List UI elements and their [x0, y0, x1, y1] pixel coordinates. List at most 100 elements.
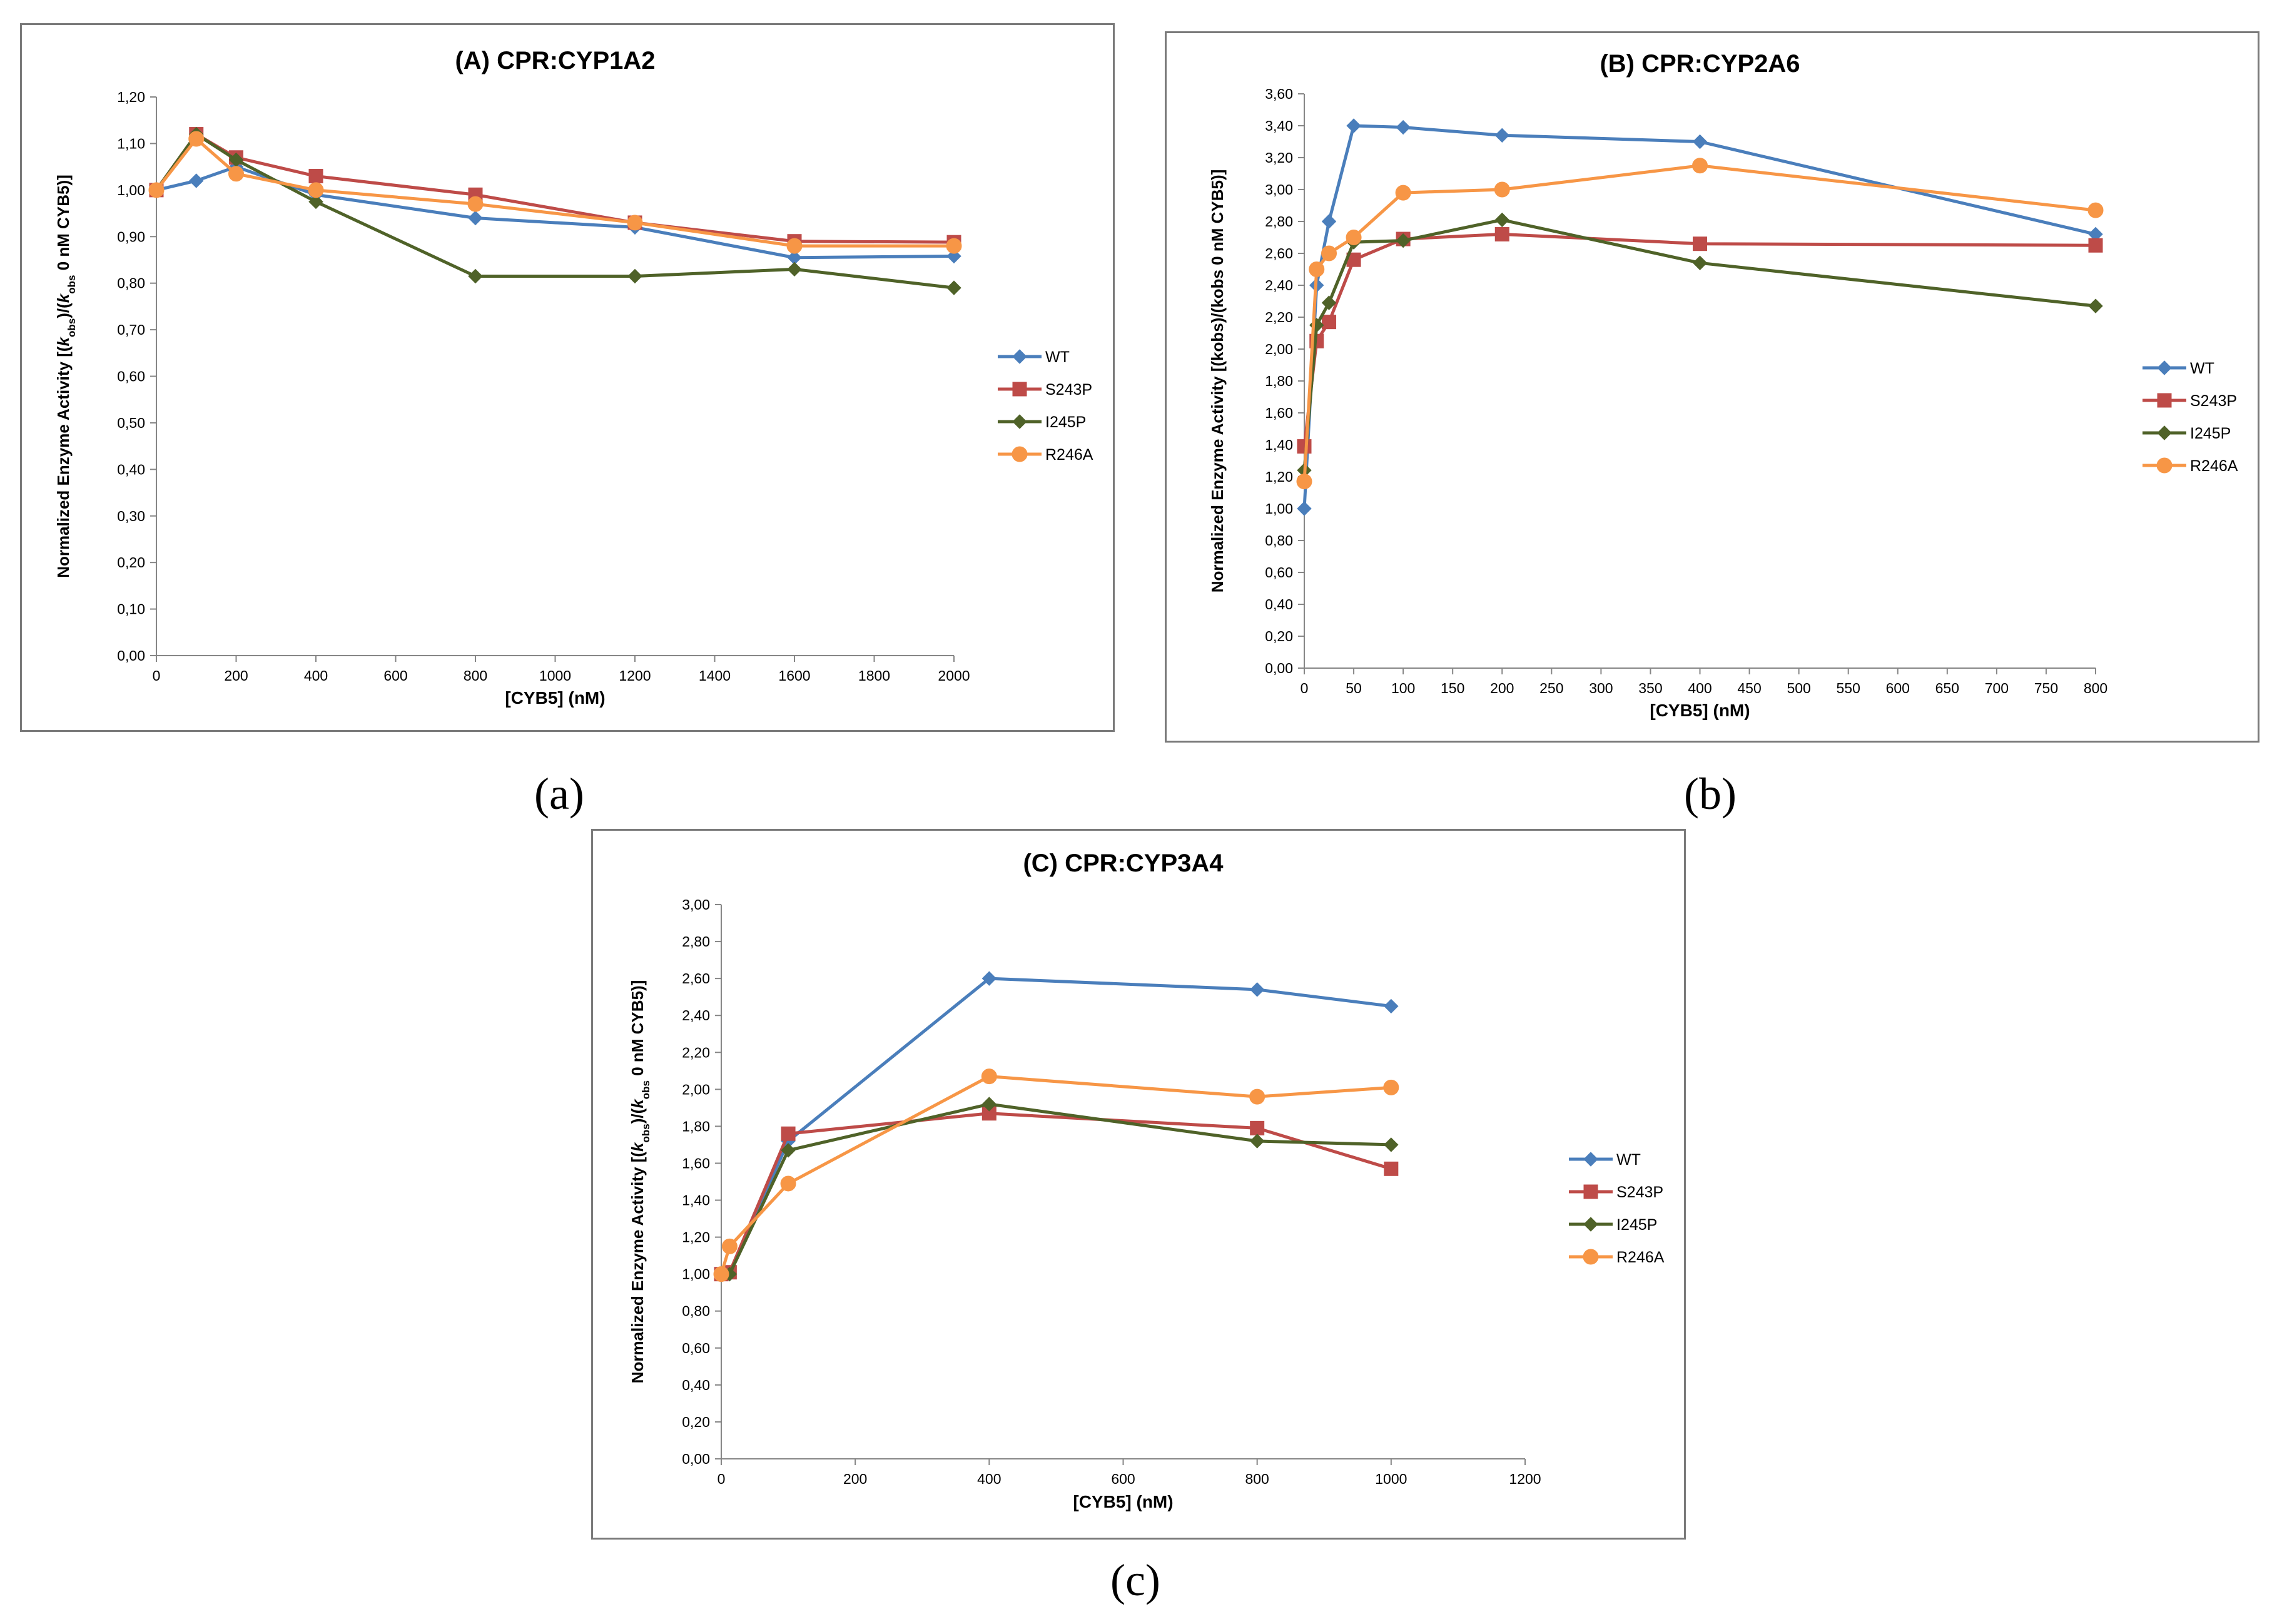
chart-c-svg: (C) CPR:CYP3A4 0,00 0,20 0,40 0,60 0,80 1,00 1,…: [628, 850, 1665, 1511]
y-tick-label: 0,40: [682, 1377, 710, 1393]
x-tick-label: 400: [977, 1471, 1001, 1487]
legend-label: WT: [1616, 1151, 1641, 1169]
y-tick-label: 1,80: [682, 1118, 710, 1134]
x-tick-label: 800: [2084, 680, 2107, 696]
y-axis-label: Normalized Enzyme Activity [(kobs)/(kobs…: [628, 980, 652, 1384]
series-line-r246a: [155, 137, 954, 248]
series-s243p: [149, 127, 961, 250]
data-point-r246a: [1309, 261, 1325, 277]
y-tick-label: 2,00: [682, 1081, 710, 1097]
chart-panel-b: (B) CPR:CYP2A6 0,00 0,20 0,40 0,60 0,80 1,00 1,…: [1165, 31, 2259, 743]
caption-b: (b): [1684, 769, 1737, 819]
x-tick-label: 800: [1245, 1471, 1269, 1487]
data-point-r246a: [1296, 474, 1312, 490]
data-point-wt: [1384, 998, 1399, 1014]
data-point-r246a: [721, 1238, 738, 1254]
data-point-i245p: [627, 268, 642, 284]
y-tick-label: 1,00: [682, 1266, 710, 1282]
chart-title: (A) CPR:CYP1A2: [455, 47, 655, 74]
data-point-i245p: [1692, 255, 1708, 271]
legend-label: WT: [2190, 360, 2214, 377]
y-tick-label: 0,10: [117, 601, 145, 617]
series-line-wt: [721, 977, 1392, 1276]
data-point-s243p: [2088, 238, 2103, 253]
data-point-r246a: [981, 1068, 997, 1085]
y-tick-label: 1,40: [1265, 437, 1293, 453]
data-point-s243p: [1693, 236, 1707, 251]
data-point-i245p: [1249, 1134, 1265, 1149]
legend-marker: [1583, 1184, 1598, 1199]
data-point-wt: [468, 210, 483, 226]
x-tick-label: 200: [843, 1471, 867, 1487]
x-tick-label: 100: [1391, 680, 1415, 696]
x-tick-label: 2000: [938, 667, 970, 684]
y-tick-label: 1,00: [1265, 500, 1293, 517]
data-point-i245p: [946, 280, 961, 295]
y-tick-label: 2,40: [682, 1007, 710, 1023]
data-point-r246a: [946, 238, 962, 254]
y-tick-label: 1,00: [117, 182, 145, 198]
y-tick-label: 0,80: [117, 275, 145, 292]
x-tick-label: 400: [1688, 680, 1712, 696]
legend-label: S243P: [1045, 381, 1092, 398]
data-point-r246a: [1395, 185, 1411, 201]
x-tick-label: 450: [1737, 680, 1761, 696]
x-tick-label: 500: [1787, 680, 1810, 696]
series-wt: [149, 159, 961, 265]
x-tick-label: 0: [718, 1471, 726, 1487]
data-point-s243p: [1322, 315, 1337, 330]
x-tick-label: 1800: [858, 667, 890, 684]
y-tick-label: 2,00: [1265, 341, 1293, 357]
data-point-i245p: [781, 1143, 796, 1158]
x-tick-label: 250: [1539, 680, 1563, 696]
data-point-i245p: [1494, 212, 1509, 228]
x-tick-label: 800: [464, 667, 487, 684]
y-tick-label: 0,60: [682, 1340, 710, 1356]
y-tick-label: 0,80: [682, 1303, 710, 1319]
legend-label: I245P: [1045, 414, 1086, 431]
y-tick-label: 1,60: [1265, 405, 1293, 421]
legend-marker: [1583, 1152, 1598, 1167]
series-line-s243p: [155, 133, 955, 244]
data-point-i245p: [1396, 233, 1411, 248]
y-tick-label: 0,00: [682, 1451, 710, 1467]
data-point-wt: [1494, 128, 1509, 143]
series-line-i245p: [155, 133, 955, 290]
legend-label: S243P: [1616, 1184, 1663, 1201]
data-point-s243p: [781, 1126, 796, 1141]
y-tick-label: 0,20: [1265, 628, 1293, 644]
y-tick-label: 1,20: [1265, 469, 1293, 485]
legend-marker: [2157, 393, 2172, 408]
chart-a-svg: (A) CPR:CYP1A2 0,00 0,10 0,20 0,30 0,40 0,50 0,…: [54, 47, 1093, 708]
data-point-r246a: [1346, 230, 1362, 245]
data-point-wt: [189, 173, 204, 188]
y-axis-label: Normalized Enzyme Activity [(kobs)/(kobs…: [1208, 170, 1227, 593]
y-tick-label: 1,60: [682, 1155, 710, 1171]
y-tick-label: 0,00: [117, 647, 145, 664]
y-tick-label: 0,70: [117, 322, 145, 338]
data-point-i245p: [1321, 295, 1337, 310]
y-tick-label: 1,80: [1265, 373, 1293, 389]
x-tick-label: 0: [153, 667, 161, 684]
data-point-wt: [1249, 982, 1265, 997]
y-tick-label: 0,40: [1265, 596, 1293, 612]
data-point-wt: [1396, 119, 1411, 135]
x-tick-label: 150: [1441, 680, 1464, 696]
y-tick-label: 3,40: [1265, 118, 1293, 134]
legend-marker: [2156, 457, 2173, 474]
y-tick-label: 2,80: [682, 933, 710, 950]
data-point-r246a: [148, 182, 165, 198]
x-tick-label: 300: [1589, 680, 1613, 696]
x-tick-label: 600: [383, 667, 407, 684]
data-point-r246a: [467, 196, 484, 212]
data-point-i245p: [468, 268, 483, 284]
data-point-r246a: [1321, 245, 1337, 261]
y-tick-label: 2,20: [682, 1044, 710, 1060]
data-point-wt: [981, 971, 997, 986]
y-tick-label: 2,60: [1265, 245, 1293, 261]
x-tick-label: 200: [1490, 680, 1514, 696]
series-s243p: [714, 1106, 1399, 1282]
y-tick-label: 0,50: [117, 415, 145, 431]
x-axis-label: [CYB5] (nM): [1650, 701, 1750, 720]
series-wt: [1297, 118, 2103, 516]
